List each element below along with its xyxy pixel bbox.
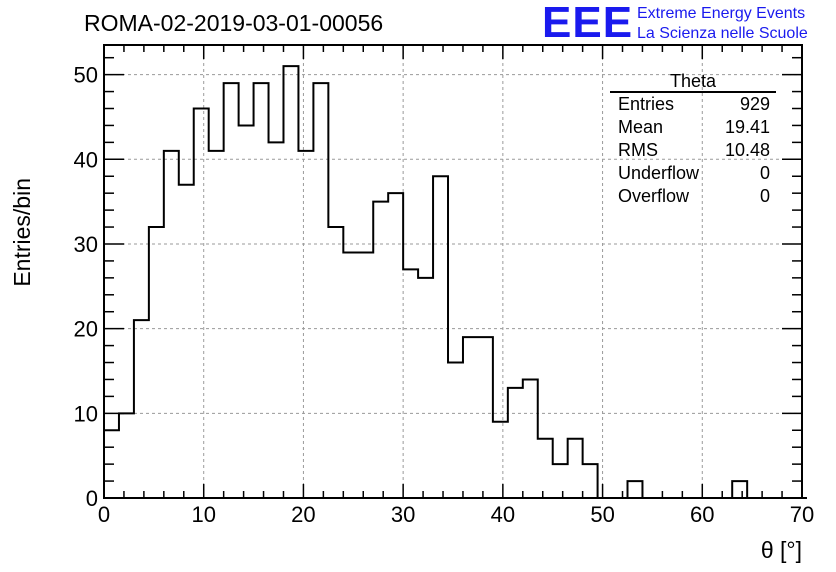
stats-row-mean: Mean 19.41	[610, 116, 776, 139]
x-tick-label: 30	[391, 502, 415, 527]
histogram-bin	[254, 83, 269, 498]
logo-tagline-2: La Scienza nelle Scuole	[637, 25, 808, 42]
histogram-bin	[403, 269, 418, 498]
plot-frame	[103, 44, 803, 499]
histogram-bin	[179, 185, 194, 498]
run-title: ROMA-02-2019-03-01-00056	[84, 10, 384, 36]
histogram-bin	[732, 481, 747, 498]
y-tick-label: 0	[86, 486, 98, 511]
histogram-bin	[239, 125, 254, 498]
histogram-bin	[164, 151, 179, 498]
histogram-bin	[224, 83, 239, 498]
histogram-bin	[209, 151, 224, 498]
x-tick-label: 50	[590, 502, 614, 527]
stats-value: 10.48	[724, 140, 770, 160]
stats-value: 0	[759, 163, 770, 183]
y-tick-label: 20	[74, 317, 98, 342]
histogram-bin	[149, 227, 164, 498]
grid-lines	[104, 45, 802, 498]
x-tick-label: 40	[491, 502, 515, 527]
stats-key: Mean	[618, 117, 664, 137]
x-tick-label: 0	[98, 502, 110, 527]
stats-key: Underflow	[618, 163, 700, 183]
stats-value: 929	[739, 94, 770, 114]
y-tick-labels: 0 10 20 30 40 50	[74, 63, 98, 511]
histogram-bin	[358, 252, 373, 498]
histogram-bin	[538, 439, 553, 498]
histogram-bin	[508, 388, 523, 498]
eee-logo: EEE Extreme Energy Events La Scienza nel…	[542, 0, 836, 47]
stats-key: Overflow	[618, 186, 690, 206]
stats-key: Entries	[618, 94, 675, 114]
x-tick-label: 10	[191, 502, 215, 527]
histogram-bin	[628, 481, 643, 498]
eee-logo-mark: EEE	[542, 0, 634, 47]
y-tick-label: 50	[74, 63, 98, 88]
stats-key: RMS	[618, 140, 658, 160]
histogram-bin	[523, 379, 538, 498]
stats-value: 0	[759, 186, 770, 206]
histogram-bin	[478, 337, 493, 498]
histogram-bin	[269, 142, 284, 498]
histogram-bin	[568, 439, 583, 498]
histogram-bin	[298, 151, 313, 498]
histogram-bin	[418, 278, 433, 498]
histogram-bin	[283, 66, 298, 498]
x-tick-labels: 0 10 20 30 40 50 60 70	[98, 502, 814, 527]
histogram-bin	[448, 363, 463, 498]
histogram-bin	[388, 193, 403, 498]
histogram-bin	[463, 337, 478, 498]
stats-box: Theta Entries 929 Mean 19.41 RMS 10.48 U…	[610, 72, 776, 208]
histogram-bin	[343, 252, 358, 498]
histogram-bin	[583, 464, 598, 498]
x-tick-label: 20	[291, 502, 315, 527]
histogram-bin	[373, 202, 388, 498]
histogram-bin	[328, 227, 343, 498]
histogram-bin	[119, 413, 134, 498]
stats-row-entries: Entries 929	[610, 93, 776, 116]
stats-row-rms: RMS 10.48	[610, 139, 776, 162]
x-tick-label: 70	[790, 502, 814, 527]
histogram-bin	[194, 109, 209, 498]
stats-row-overflow: Overflow 0	[610, 185, 776, 208]
logo-tagline-1: Extreme Energy Events	[637, 5, 806, 22]
histogram-outline	[104, 65, 807, 499]
y-tick-label: 40	[74, 147, 98, 172]
histogram-bin	[313, 83, 328, 498]
axis-ticks	[103, 45, 803, 499]
histogram-bin	[493, 422, 508, 498]
y-axis-label: Entries/bin	[9, 178, 35, 287]
histogram-bin	[134, 320, 149, 498]
stats-row-underflow: Underflow 0	[610, 162, 776, 185]
y-tick-label: 30	[74, 232, 98, 257]
y-tick-label: 10	[74, 401, 98, 426]
histogram-bin	[553, 464, 568, 498]
x-tick-label: 60	[690, 502, 714, 527]
stats-value: 19.41	[724, 117, 770, 137]
histogram-bin	[433, 176, 448, 498]
x-axis-label: θ [°]	[761, 537, 802, 563]
stats-title: Theta	[610, 72, 776, 93]
